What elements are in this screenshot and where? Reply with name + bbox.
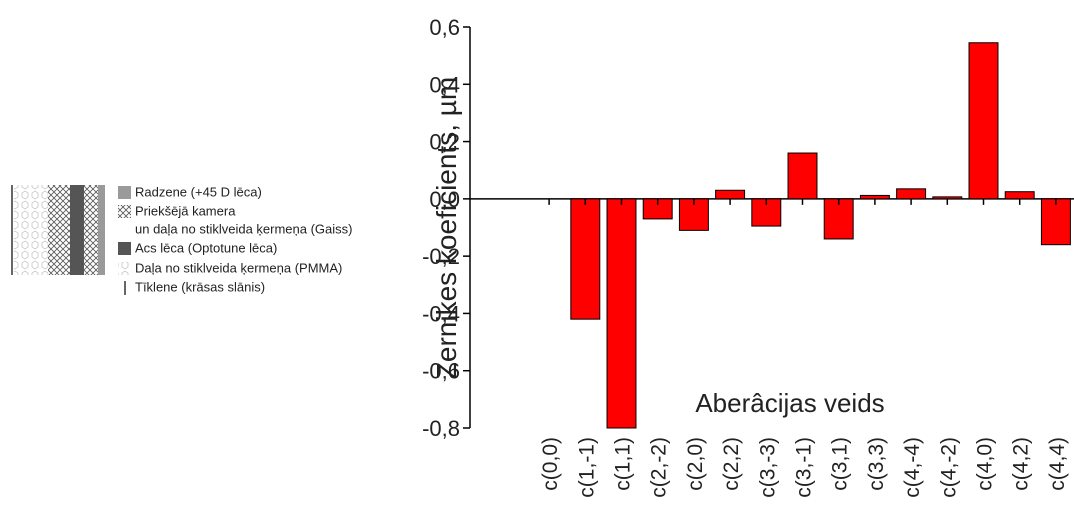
figure: Radzene (+45 D lēca) Priekšējā kamera un… [0,0,1074,506]
x-tick-label: c(0,0) [539,437,562,491]
legend-swatch [118,262,131,275]
bar [571,199,600,319]
x-tick-label: c(2,-2) [648,437,671,498]
bar [897,189,926,199]
page: {"legend": {"items": [ {"lines": ["Radze… [0,0,1074,506]
legend-swatch [118,242,131,255]
x-tick-label: c(1,1) [612,437,635,491]
bar [933,197,962,199]
air-layer [48,185,70,275]
y-tick-label: -0,6 [422,359,460,384]
bar [607,199,636,428]
x-tick-label: c(1,-1) [575,437,598,498]
y-tick-label: -0,2 [422,244,460,269]
legend-text: Radzene (+45 D lēca) [135,184,262,199]
bar [860,195,889,198]
bar [716,190,745,199]
legend-swatch [118,205,131,218]
x-tick-label: c(4,-2) [937,437,960,498]
x-tick-label: c(2,0) [684,437,707,491]
y-tick-label: 0,2 [429,130,460,155]
legend-swatch [118,186,131,199]
x-tick-label: c(4,4) [1046,437,1069,491]
cornea-layer [98,185,105,275]
y-tick-label: 0,6 [429,15,460,40]
eye-model-diagram: Radzene (+45 D lēca) Priekšējā kamera un… [12,184,353,295]
x-axis-label: Aberâcijas veids [695,388,884,418]
legend-text: Tīklene (krāsas slānis) [135,279,265,294]
pmma-layer [14,185,48,275]
x-tick-label: c(2,2) [720,437,743,491]
x-tick-label: c(4,0) [974,437,997,491]
legend-text: Daļa no stiklveida ķermeņa (PMMA) [135,260,342,275]
legend-text: Acs lēca (Optotune lēca) [135,240,277,255]
y-tick-label: 0,0 [429,187,460,212]
y-axis-label: Zernikes koeficients, µm [431,77,462,379]
x-tick-label: c(3,-3) [756,437,779,498]
bar [969,43,998,199]
chamber-layer [84,185,98,275]
y-tick-label: -0,4 [422,301,460,326]
bar [1041,199,1070,245]
x-tick-label: c(4,-4) [901,437,924,498]
legend-text: un daļa no stiklveida ķermeņa (Gaiss) [135,221,353,236]
y-tick-label: 0,4 [429,72,460,97]
bar [1005,192,1034,199]
x-tick-label: c(4,2) [1010,437,1033,491]
x-tick-label: c(3,1) [829,437,852,491]
bar [824,199,853,239]
lens-layer [70,185,84,275]
y-tick-label: -0,8 [422,416,460,441]
x-tick-label: c(3,3) [865,437,888,491]
x-tick-label: c(3,-1) [793,437,816,498]
legend-text: Priekšējā kamera [135,203,236,218]
bar [788,153,817,199]
